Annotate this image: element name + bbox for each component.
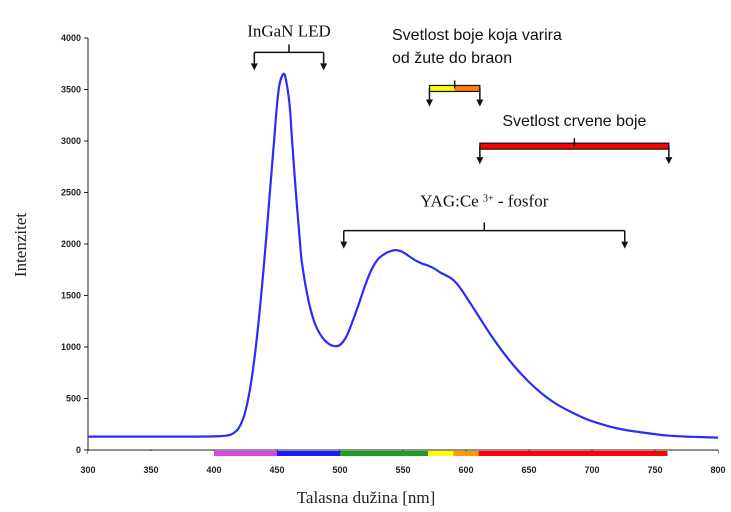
annotation-yag-phosphor: YAG:Ce 3+ - fosfor [420,192,549,211]
annotations: InGaN LED Svetlost boje koja varira od žut… [247,21,673,249]
arrow-head [425,99,433,107]
axes: 0 500 1000 1500 2000 2500 3000 3500 4000 300 350 40… [61,33,726,475]
x-tick-label: 550 [395,465,410,475]
spectrum-segment [88,451,214,456]
arrow-head [621,241,629,249]
spectrum-segment [340,451,429,456]
x-tick-label: 700 [584,465,599,475]
x-tick-label: 500 [332,465,347,475]
y-axis-label: Intenzitet [11,213,30,277]
x-tick-label: 450 [269,465,284,475]
arrow-head [320,63,328,71]
arrow-head [476,99,484,107]
y-tick-label: 1500 [61,291,81,301]
spectrum-segment [428,451,454,456]
x-tick-label: 750 [647,465,662,475]
y-tick-label: 4000 [61,33,81,43]
x-tick-label: 350 [143,465,158,475]
annotation-red-light: Svetlost crvene boje [502,113,646,130]
x-tick-label: 650 [521,465,536,475]
x-tick-label: 800 [710,465,725,475]
annotation-yellow-brown-line2: od žute do braon [392,50,512,67]
annotation-yellow-brown-line1: Svetlost boje koja varira [392,27,562,44]
y-tick-label: 500 [66,394,81,404]
arrow-head [476,157,484,165]
x-tick-label: 600 [458,465,473,475]
annotation-ingan-led: InGaN LED [247,21,331,40]
plot-area [88,72,719,439]
spectrum-segment [453,451,479,456]
x-tick-label: 300 [80,465,95,475]
y-tick-label: 2000 [61,239,81,249]
y-tick-label: 0 [76,445,81,455]
spectrum-segment [214,451,277,456]
spectrum-segment [277,451,340,456]
y-tick-label: 2500 [61,188,81,198]
spectrum-color-bar [88,451,718,456]
y-tick-label: 3000 [61,136,81,146]
arrow-head [665,157,673,165]
x-axis-label: Talasna dužina [nm] [297,488,436,507]
spectrum-segment [667,451,718,456]
x-tick-label: 400 [206,465,221,475]
arrow-head [340,241,348,249]
spectrum-series-line [88,72,719,439]
spectrum-segment [478,451,668,456]
y-tick-label: 1000 [61,342,81,352]
y-tick-label: 3500 [61,85,81,95]
arrow-head [250,63,258,71]
color-band-yellow [429,85,455,92]
color-band-orange [454,85,480,92]
